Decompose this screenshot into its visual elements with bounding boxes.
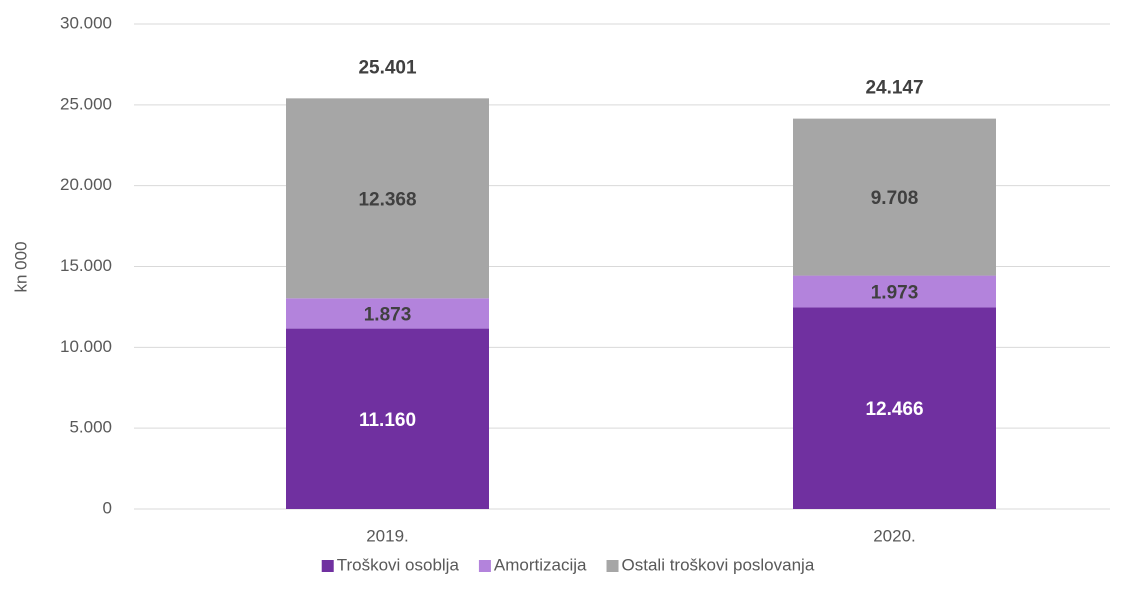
y-tick-label: 20.000 xyxy=(60,175,112,194)
bar-segment xyxy=(793,307,996,509)
legend-swatch xyxy=(606,560,619,572)
legend-label: Ostali troškovi poslovanja xyxy=(622,555,815,574)
legend-swatch xyxy=(321,560,334,572)
y-tick-label: 25.000 xyxy=(60,94,112,113)
data-label: 1.973 xyxy=(871,283,919,304)
x-tick-label: 2020. xyxy=(873,526,916,545)
total-label: 24.147 xyxy=(865,78,923,99)
legend: Troškovi osoblja Amortizacija Ostali trošk… xyxy=(321,555,815,574)
data-label: 1.873 xyxy=(364,304,412,325)
total-label: 25.401 xyxy=(358,57,417,78)
data-label: 12.368 xyxy=(358,189,416,210)
data-label: 9.708 xyxy=(871,188,919,209)
data-label: 11.160 xyxy=(359,410,416,431)
data-label: 12.466 xyxy=(865,399,923,420)
y-axis-title: kn 000 xyxy=(11,241,30,292)
y-tick-label: 0 xyxy=(103,498,112,517)
bar-segment xyxy=(286,328,489,509)
bar-segment xyxy=(286,298,489,329)
y-tick-label: 10.000 xyxy=(60,337,112,356)
bar-segment xyxy=(286,98,489,299)
bar-segment xyxy=(793,118,996,276)
y-tick-label: 15.000 xyxy=(60,256,112,275)
x-tick-label: 2019. xyxy=(366,526,409,545)
legend-swatch xyxy=(478,560,491,572)
y-tick-label: 30.000 xyxy=(60,13,112,32)
legend-label: Troškovi osoblja xyxy=(337,555,460,574)
legend-label: Amortizacija xyxy=(494,555,587,574)
y-tick-label: 5.000 xyxy=(69,418,112,437)
bar-segment xyxy=(793,275,996,308)
